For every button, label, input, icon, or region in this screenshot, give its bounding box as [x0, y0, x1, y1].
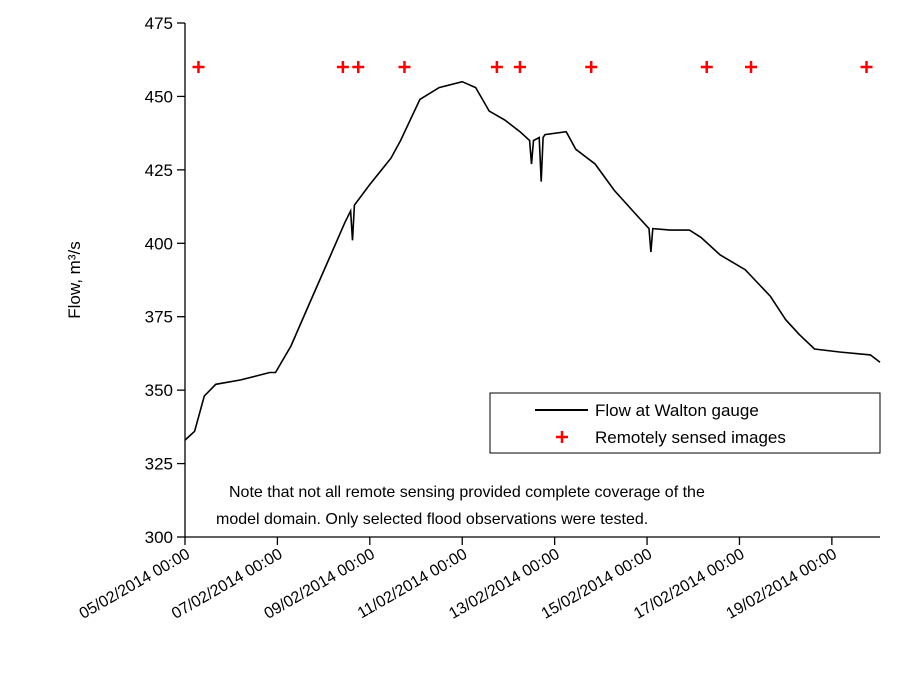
y-axis-label: Flow, m³/s: [65, 241, 84, 318]
y-tick-label: 300: [145, 528, 173, 547]
legend-label: Flow at Walton gauge: [595, 401, 759, 420]
annotation: model domain. Only selected flood observ…: [216, 511, 648, 528]
y-tick-label: 350: [145, 381, 173, 400]
y-tick-label: 425: [145, 161, 173, 180]
y-tick-label: 375: [145, 308, 173, 327]
marker: [192, 61, 205, 74]
marker: [490, 61, 503, 74]
y-tick-label: 400: [145, 234, 173, 253]
marker: [860, 61, 873, 74]
annotation: Note that not all remote sensing provide…: [229, 484, 705, 501]
marker: [513, 61, 526, 74]
marker: [700, 61, 713, 74]
y-tick-label: 475: [145, 14, 173, 33]
marker: [745, 61, 758, 74]
marker: [336, 61, 349, 74]
legend-box: [489, 392, 881, 454]
legend-marker: [556, 431, 568, 443]
y-tick-label: 325: [145, 455, 173, 474]
legend-label: Remotely sensed images: [595, 428, 786, 447]
flow-line: [184, 80, 881, 441]
marker: [352, 61, 365, 74]
y-tick-label: 450: [145, 87, 173, 106]
marker: [585, 61, 598, 74]
marker: [398, 61, 411, 74]
